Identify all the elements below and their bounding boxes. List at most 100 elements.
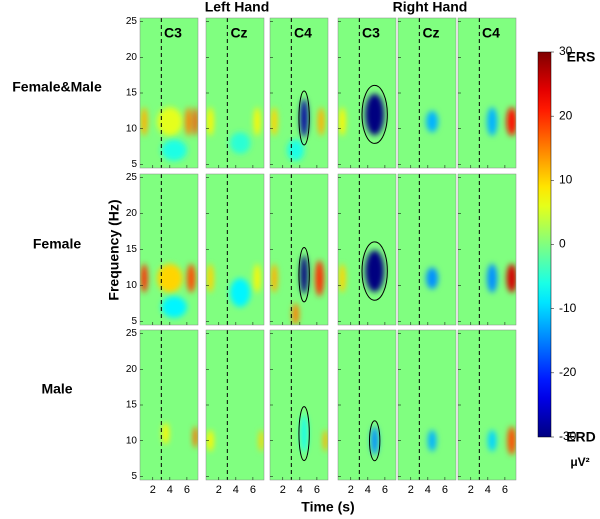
blob — [365, 250, 385, 292]
y-tick-label: 5 — [131, 471, 137, 482]
blob — [487, 107, 498, 136]
blob — [186, 263, 196, 293]
blob — [270, 107, 278, 136]
x-tick-label: 2 — [280, 484, 286, 496]
panel — [338, 174, 396, 325]
panel — [206, 330, 264, 480]
row-label: Female — [33, 236, 81, 252]
y-tick-label: 25 — [126, 172, 138, 183]
x-tick-label: 4 — [233, 484, 239, 496]
blob — [253, 107, 261, 136]
panel — [458, 174, 516, 325]
panel-background — [398, 330, 456, 480]
blob — [338, 107, 346, 136]
y-tick-label: 5 — [131, 316, 137, 327]
panel-background — [398, 18, 456, 168]
blob — [317, 107, 325, 136]
panel — [338, 18, 396, 168]
blob — [507, 426, 516, 456]
blob — [162, 422, 170, 445]
colorbar — [537, 51, 552, 438]
panel — [140, 330, 198, 480]
x-tick-label: 2 — [348, 484, 354, 496]
y-tick-label: 15 — [126, 88, 138, 99]
panel — [140, 174, 198, 325]
row-label: Female&Male — [12, 79, 102, 95]
channel-label: C4 — [482, 25, 500, 41]
x-tick-label: 4 — [425, 484, 431, 496]
blob — [292, 303, 299, 325]
panel — [206, 18, 264, 168]
highlight-ellipse — [298, 90, 310, 146]
blob — [370, 426, 379, 456]
panel — [206, 174, 264, 325]
y-axis-label: Frequency (Hz) — [106, 199, 122, 300]
blob — [206, 107, 214, 136]
blob — [426, 267, 439, 290]
x-tick-label: 4 — [485, 484, 491, 496]
colorbar-tick-label: 10 — [559, 173, 573, 187]
blob — [161, 139, 187, 161]
blob — [315, 260, 324, 297]
blob — [229, 132, 251, 154]
y-tick-label: 20 — [126, 364, 138, 375]
panel — [270, 18, 328, 168]
x-tick-label: 6 — [184, 484, 190, 496]
channel-label: C3 — [164, 25, 182, 41]
blob — [300, 98, 308, 138]
row-label: Male — [41, 381, 72, 397]
blob — [270, 263, 278, 293]
group-title: Right Hand — [393, 0, 468, 15]
group-title: Left Hand — [205, 0, 270, 15]
y-tick-label: 25 — [126, 16, 138, 27]
x-tick-label: 6 — [250, 484, 256, 496]
blob — [192, 107, 198, 136]
panel-background — [338, 174, 396, 325]
highlight-ellipse — [298, 406, 310, 462]
channel-label: C3 — [362, 25, 380, 41]
panel — [398, 174, 456, 325]
blob — [206, 430, 214, 452]
x-axis-label: Time (s) — [301, 499, 354, 515]
y-tick-label: 10 — [126, 123, 138, 134]
blob — [206, 263, 214, 293]
y-tick-label: 25 — [126, 328, 138, 339]
colorbar-top-label: ERS — [567, 49, 596, 65]
highlight-ellipse — [361, 84, 388, 144]
panel — [398, 330, 456, 480]
colorbar-tick-label: 0 — [559, 237, 566, 251]
panel — [140, 18, 198, 168]
blob — [253, 263, 261, 293]
y-tick-label: 20 — [126, 208, 138, 219]
blob — [300, 255, 308, 295]
blob — [506, 263, 516, 293]
x-tick-label: 2 — [408, 484, 414, 496]
y-tick-label: 20 — [126, 52, 138, 63]
blob — [338, 263, 346, 293]
y-tick-label: 10 — [126, 435, 138, 446]
panel-background — [270, 330, 328, 480]
blob — [192, 426, 198, 448]
blob — [140, 107, 148, 136]
blob — [157, 107, 183, 136]
panel-background — [338, 330, 396, 480]
blob — [506, 107, 516, 136]
blob — [426, 110, 439, 133]
panel-background — [338, 18, 396, 168]
blob — [487, 263, 498, 293]
x-tick-label: 4 — [297, 484, 303, 496]
colorbar-unit: μV² — [570, 455, 589, 469]
highlight-ellipse — [298, 246, 310, 303]
blob — [229, 278, 251, 308]
colorbar-tick-label: -20 — [559, 365, 577, 379]
y-tick-label: 5 — [131, 159, 137, 170]
y-tick-label: 15 — [126, 244, 138, 255]
y-tick-label: 15 — [126, 400, 138, 411]
highlight-ellipse — [361, 241, 388, 301]
panel-background — [206, 330, 264, 480]
x-tick-label: 6 — [502, 484, 508, 496]
panel — [458, 18, 516, 168]
channel-label: Cz — [422, 25, 439, 41]
highlight-ellipse — [368, 420, 381, 462]
panel-background — [458, 18, 516, 168]
